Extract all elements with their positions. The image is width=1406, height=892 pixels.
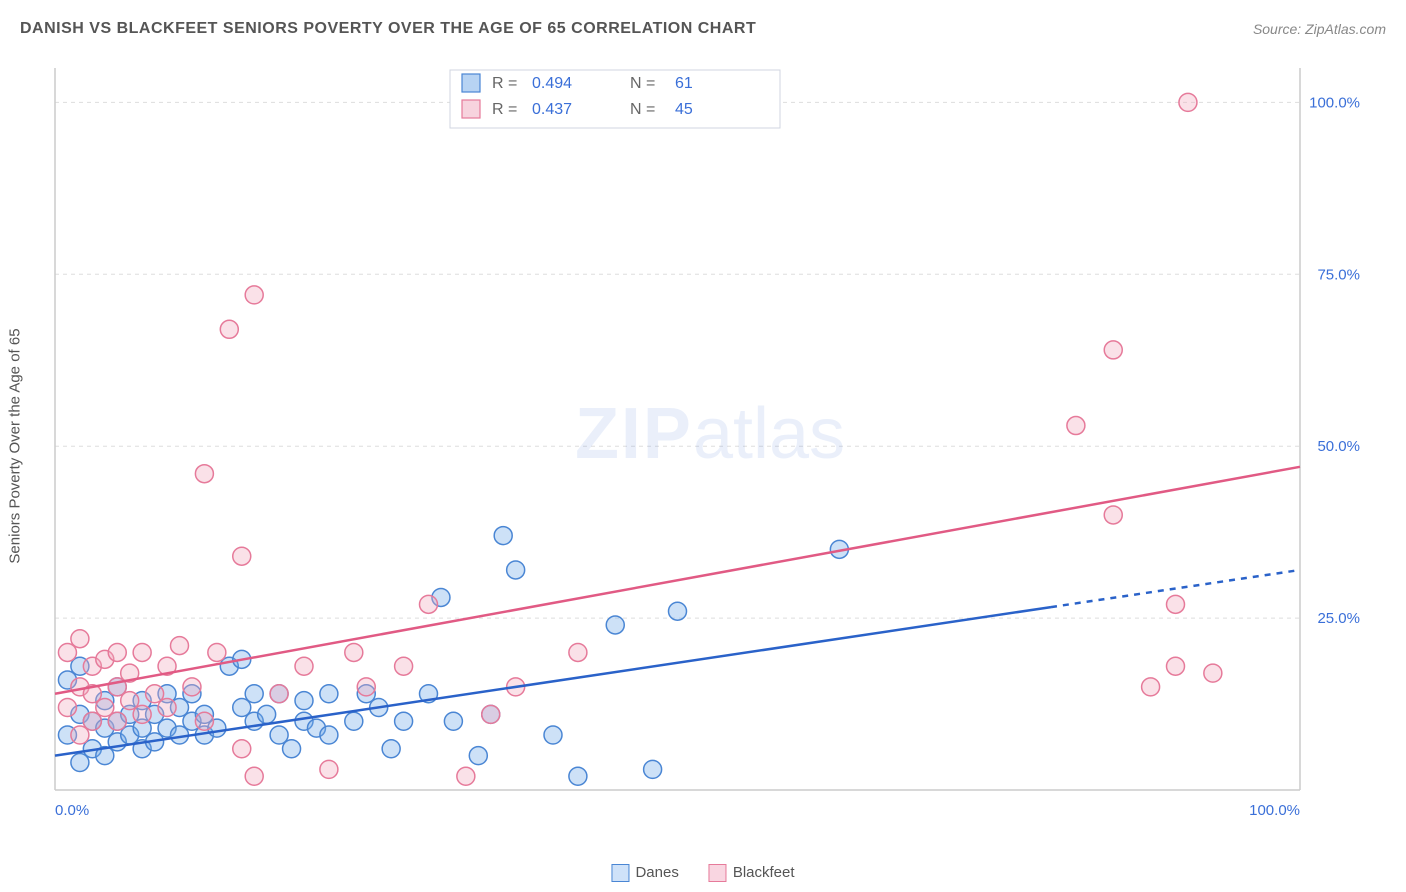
svg-text:50.0%: 50.0% — [1317, 438, 1360, 455]
svg-text:45: 45 — [675, 101, 693, 118]
svg-text:N =: N = — [630, 101, 655, 118]
legend-label-danes: Danes — [635, 864, 678, 881]
legend-item-blackfeet: Blackfeet — [709, 864, 795, 882]
legend-item-danes: Danes — [611, 864, 678, 882]
svg-text:R =: R = — [492, 101, 517, 118]
legend-label-blackfeet: Blackfeet — [733, 864, 795, 881]
svg-text:25.0%: 25.0% — [1317, 610, 1360, 627]
svg-text:0.0%: 0.0% — [55, 802, 89, 819]
bottom-legend: Danes Blackfeet — [611, 864, 794, 882]
svg-text:61: 61 — [675, 75, 693, 92]
svg-text:100.0%: 100.0% — [1309, 94, 1360, 111]
svg-text:75.0%: 75.0% — [1317, 266, 1360, 283]
svg-text:0.437: 0.437 — [532, 101, 572, 118]
chart-title: DANISH VS BLACKFEET SENIORS POVERTY OVER… — [20, 20, 756, 38]
swatch-danes — [611, 864, 629, 882]
scatter-plot: 25.0% 50.0% 75.0% 100.0% 0.0% 100.0% R = 0.494 N… — [50, 60, 1370, 840]
svg-text:0.494: 0.494 — [532, 75, 572, 92]
chart-area: ZIPatlas 25.0%50.0%75.0%100.0%0.0%100.0%… — [50, 60, 1370, 840]
svg-text:100.0%: 100.0% — [1249, 802, 1300, 819]
source-text: Source: ZipAtlas.com — [1253, 21, 1386, 37]
svg-text:R =: R = — [492, 75, 517, 92]
swatch-blackfeet — [709, 864, 727, 882]
svg-text:N =: N = — [630, 75, 655, 92]
yaxis-label: Seniors Poverty Over the Age of 65 — [7, 328, 24, 563]
